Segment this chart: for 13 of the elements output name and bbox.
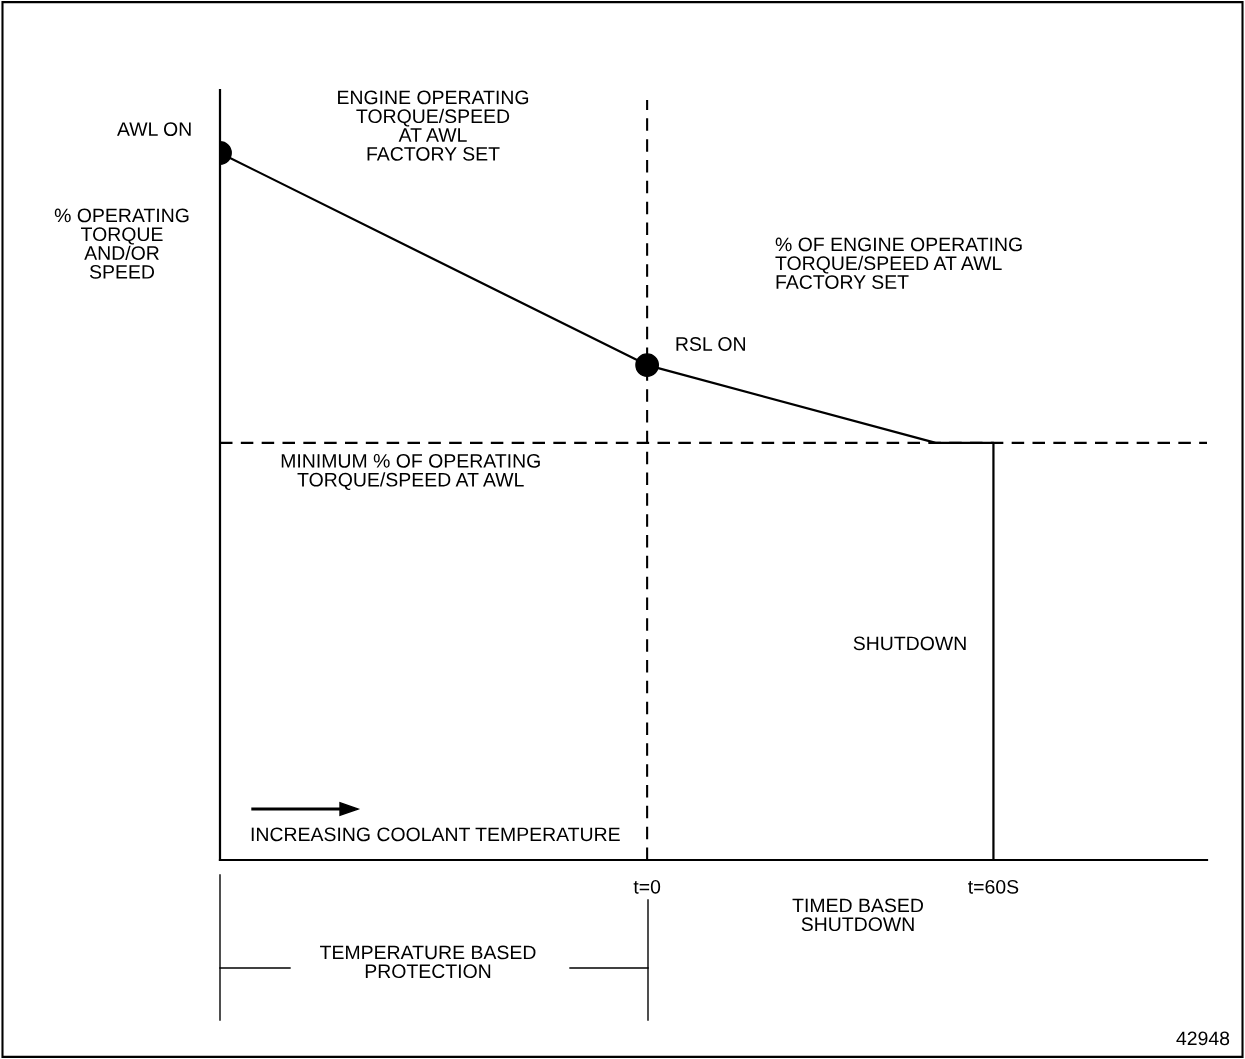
x-tick-label: t=60S — [968, 879, 1019, 894]
text: TEMPERATURE BASED PROTECTION — [320, 945, 536, 979]
y-axis-title: % OPERATING TORQUE AND/OR SPEED — [54, 208, 189, 279]
annotation: SHUTDOWN — [853, 636, 966, 651]
text: TIMED BASED SHUTDOWN — [792, 898, 923, 932]
annotation: INCREASING COOLANT TEMPERATURE — [251, 827, 620, 842]
text: 42948 — [1176, 1031, 1230, 1046]
annotation: AWL ON — [117, 122, 191, 136]
annotation: RSL ON — [676, 337, 745, 351]
annotation: ENGINE OPERATING TORQUE/SPEED AT AWL FACTORY SET — [338, 90, 529, 161]
ref-line-label: MINIMUM % OF OPERATING TORQUE/SPEED AT AWL — [281, 453, 540, 491]
annotation: % OF ENGINE OPERATING TORQUE/SPEED AT AWL FACTORY SET — [775, 237, 1022, 289]
x-tick-label: t=0 — [633, 879, 661, 894]
